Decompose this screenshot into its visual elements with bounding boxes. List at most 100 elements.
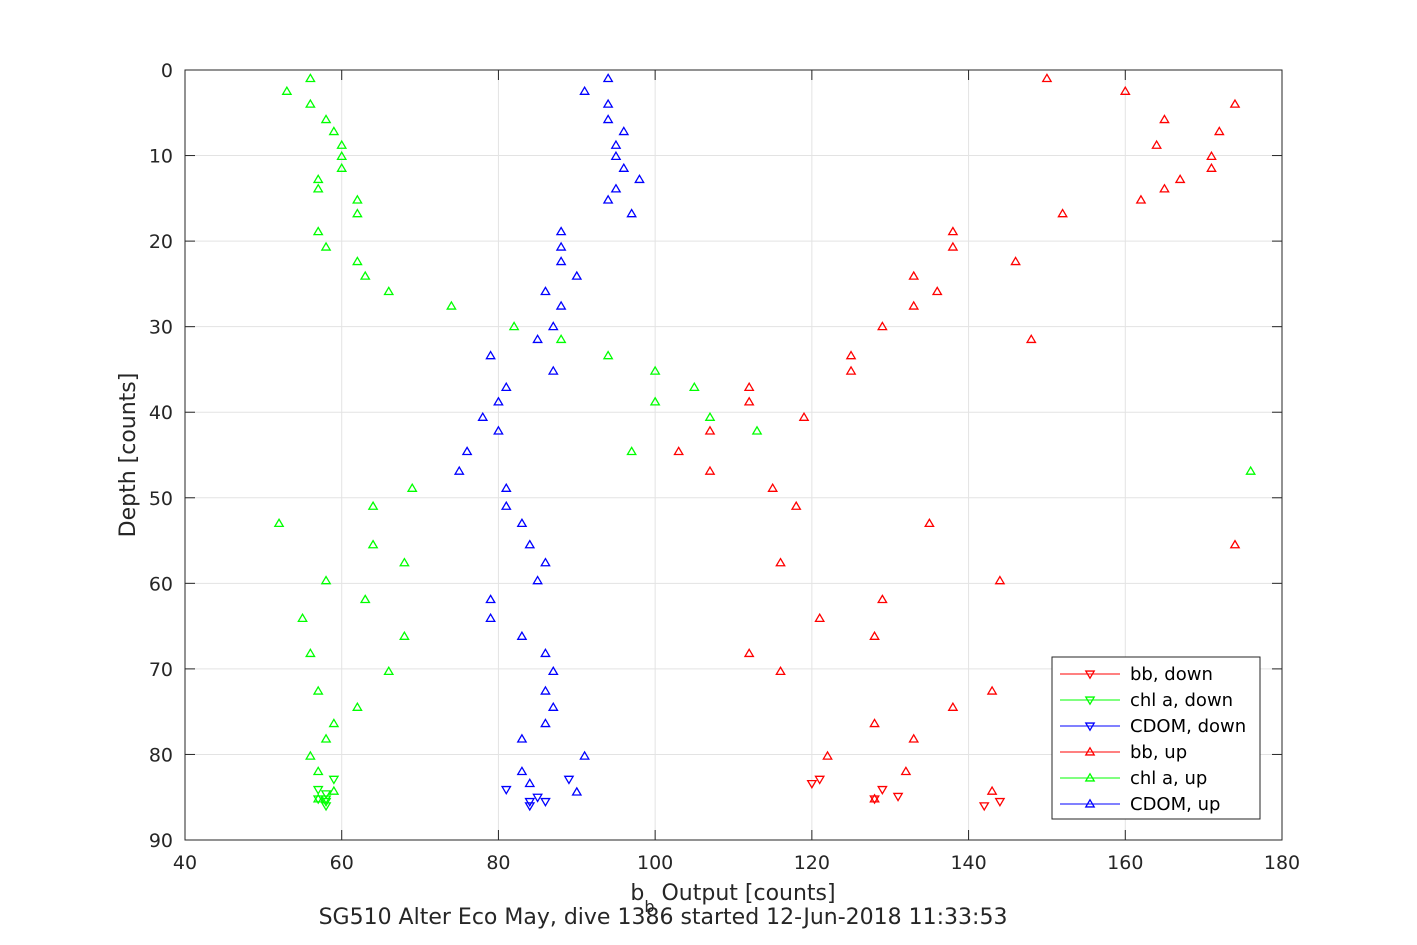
data-point-series-1 (312, 785, 324, 796)
data-point-series-3 (1206, 150, 1217, 161)
legend-label: CDOM, up (1130, 794, 1220, 815)
y-tick-label: 50 (149, 488, 173, 510)
y-axis-label: Depth [counts] (116, 373, 141, 538)
data-point-series-4 (297, 612, 308, 623)
data-point-series-5 (602, 73, 614, 83)
data-point-series-3 (798, 411, 810, 421)
data-point-series-5 (524, 539, 536, 549)
data-point-series-4 (320, 114, 332, 124)
legend-marker (1084, 772, 1096, 782)
data-point-series-3 (986, 685, 998, 695)
data-point-series-1 (328, 775, 340, 785)
data-point-series-4 (320, 241, 332, 251)
data-point-series-5 (555, 226, 567, 236)
data-point-series-4 (367, 539, 379, 549)
x-tick-label: 120 (794, 852, 830, 874)
data-point-series-0 (806, 779, 818, 790)
data-point-series-5 (532, 575, 543, 585)
data-point-series-5 (547, 701, 559, 711)
data-point-series-4 (399, 557, 410, 567)
y-tick-label: 40 (149, 402, 173, 424)
data-point-series-0 (892, 792, 904, 802)
x-axis-label-main: b (630, 881, 644, 906)
data-point-series-4 (626, 446, 637, 456)
data-point-series-5 (547, 365, 559, 375)
data-point-series-5 (500, 381, 512, 392)
data-point-series-5 (540, 286, 551, 296)
data-point-series-3 (704, 465, 716, 475)
data-point-series-4 (336, 139, 348, 149)
data-point-series-3 (790, 500, 802, 510)
data-point-series-0 (814, 775, 826, 785)
data-point-series-3 (743, 648, 755, 658)
data-point-series-4 (352, 194, 363, 204)
data-point-series-4 (1245, 465, 1256, 475)
data-point-series-3 (1174, 174, 1186, 184)
data-point-series-5 (555, 241, 567, 251)
data-point-series-5 (555, 300, 567, 310)
data-point-series-4 (336, 162, 348, 172)
data-point-series-4 (688, 381, 700, 392)
data-point-series-4 (555, 334, 567, 344)
data-point-series-5 (610, 183, 622, 193)
data-points (273, 73, 1256, 812)
data-point-series-2 (500, 785, 512, 796)
data-point-series-5 (540, 557, 551, 567)
data-point-series-4 (649, 365, 661, 375)
data-point-series-3 (908, 300, 920, 310)
data-point-series-1 (320, 790, 332, 800)
data-point-series-2 (524, 797, 536, 807)
legend-label: chl a, up (1130, 768, 1207, 789)
data-point-series-3 (869, 718, 880, 728)
data-point-series-3 (877, 594, 888, 604)
data-point-series-3 (845, 350, 857, 360)
data-point-series-4 (704, 411, 716, 421)
x-tick-label: 160 (1107, 852, 1143, 874)
data-point-series-1 (320, 795, 332, 805)
x-axis-label: bb Output [counts] (630, 881, 835, 916)
data-point-series-5 (555, 256, 567, 266)
data-point-series-5 (516, 517, 528, 528)
data-point-series-3 (845, 365, 857, 375)
data-point-series-5 (540, 685, 551, 695)
data-point-series-5 (547, 321, 559, 331)
data-point-series-5 (524, 778, 536, 788)
legend-label: bb, up (1130, 742, 1187, 763)
x-tick-label: 140 (950, 852, 986, 874)
legend-box (1051, 656, 1261, 820)
data-point-series-5 (634, 174, 645, 184)
legend-label: bb, down (1130, 664, 1213, 685)
data-point-series-3 (1025, 334, 1037, 344)
y-tick-label: 70 (149, 659, 173, 681)
data-point-series-3 (673, 446, 684, 456)
data-point-series-3 (994, 575, 1006, 585)
data-point-series-3 (986, 785, 998, 795)
data-point-series-2 (524, 802, 536, 812)
data-point-series-3 (947, 701, 959, 711)
data-point-series-5 (532, 334, 543, 344)
data-point-series-5 (610, 139, 622, 149)
data-point-series-4 (305, 750, 316, 760)
data-point-series-4 (312, 766, 324, 776)
y-tick-label: 10 (149, 146, 173, 168)
data-point-series-4 (446, 300, 457, 310)
data-point-series-4 (359, 270, 371, 280)
x-axis-ticks: 40 60 80 100 120 140 160 180 (173, 70, 1300, 874)
data-point-series-4 (320, 575, 332, 585)
data-point-series-0 (978, 802, 990, 812)
data-point-series-3 (743, 396, 755, 406)
data-point-series-4 (328, 126, 340, 136)
data-point-series-5 (500, 482, 512, 492)
data-point-series-4 (312, 174, 324, 184)
axes-box (184, 69, 1283, 841)
data-point-series-0 (877, 785, 888, 796)
data-point-series-5 (579, 750, 590, 760)
legend-marker (1084, 722, 1096, 732)
data-point-series-5 (571, 786, 583, 796)
data-point-series-3 (1213, 126, 1225, 136)
data-point-series-3 (869, 793, 880, 803)
data-point-series-3 (1057, 208, 1068, 218)
data-point-series-2 (563, 775, 575, 785)
data-point-series-5 (547, 665, 559, 676)
data-point-series-5 (571, 270, 583, 280)
